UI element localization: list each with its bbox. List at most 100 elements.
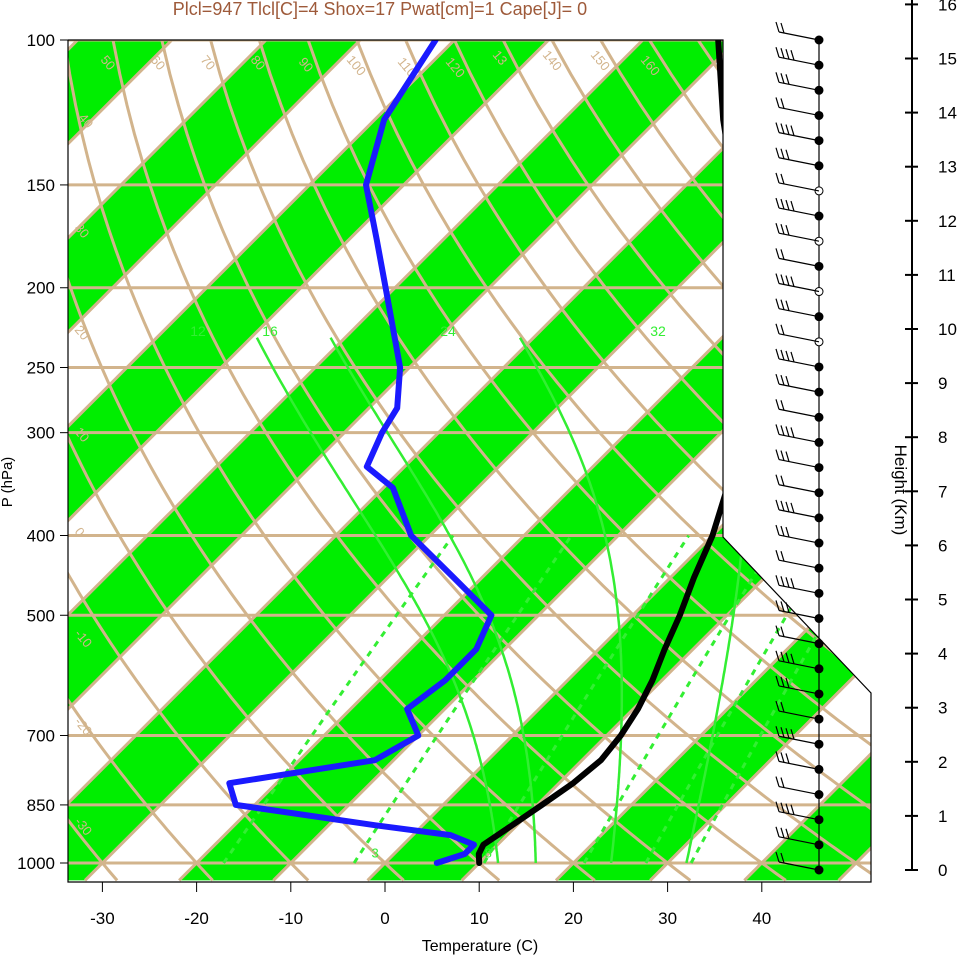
wind-barb-feather [780,274,785,285]
wind-barb [778,207,820,217]
wind-barb-feather [780,148,785,159]
wind-barb-feather [780,198,785,210]
moist-adiabat-label: 16 [262,323,278,339]
dry-adiabat-line [68,40,501,882]
pressure-tick-label: 700 [27,727,55,746]
wind-barb-feather [780,425,785,436]
wind-barb-feather [775,625,780,636]
isotherm-line [68,40,305,882]
isotherm-label: 30 [728,336,755,363]
wind-barb [778,836,820,846]
height-tick-label: 8 [938,428,947,447]
wind-barb-feather [780,576,785,587]
wind-barb [778,635,820,645]
dry-adiabat-label: 140 [540,47,565,73]
dry-adiabat-label: 0 [72,524,88,539]
wind-barb-feather [780,224,785,235]
wind-barb-feather [780,676,785,688]
pressure-tick-label: 1000 [17,854,55,873]
isotherm-line [460,40,871,882]
wind-barb-feather [775,499,780,511]
wind-barb-feather [790,49,795,61]
x-axis-label: Temperature (C) [422,938,538,955]
isotherm-line [68,40,494,882]
wind-barb-feather [780,123,785,134]
height-tick-label: 15 [938,50,957,69]
wind-barb-feather [785,225,790,236]
wind-barb-feather [780,500,785,512]
wind-barb [778,308,820,318]
wind-barb-feather [780,551,785,562]
wind-barb-feather [775,726,780,737]
wind-barb-feather [780,601,785,612]
wind-barb-feather [785,501,790,513]
wind-barb-feather [775,700,780,712]
wind-barb-feather [775,72,780,83]
wind-barb-feather [775,801,780,812]
dry-adiabat-line [152,40,787,882]
isotherm-line [649,40,871,882]
height-tick-label: 6 [938,536,947,555]
wind-barb [778,660,820,670]
isotherm-label: 10 [728,116,755,143]
wind-barb-feather [790,653,795,664]
wind-barb-feather [775,424,780,435]
mixing-ratio-label: 3 [372,846,379,861]
wind-barb [778,433,820,444]
dry-adiabat-line [294,40,871,882]
wind-barb-feather [775,46,780,58]
wind-barb [778,358,820,368]
pressure-tick-label: 850 [27,796,55,815]
height-tick-label: 1 [938,807,947,826]
wind-barb-feather [790,276,795,287]
wind-barb [778,609,820,620]
wind-barb [778,811,820,821]
wind-barb [778,509,820,519]
wind-barb [778,56,820,66]
height-tick-label: 11 [938,266,956,285]
wind-barb-feather [780,802,785,813]
wind-barb [778,584,820,594]
wind-barb [778,484,820,494]
wind-barb-feather [775,751,780,762]
wind-barb-feather [790,804,795,815]
wind-barb [778,132,820,142]
wind-barb-feather [780,173,785,185]
mixing-ratio-label: 8 [485,846,492,861]
isotherm-line [68,40,682,882]
wind-barb-feather [780,400,785,411]
wind-barb-feather [785,728,790,739]
wind-barb [778,157,820,167]
isotherm-line [178,40,871,882]
wind-barb-feather [780,249,785,260]
temperature-band [0,2,21,880]
height-tick-label: 2 [938,753,947,772]
temperature-tick-label: 30 [658,909,677,928]
wind-barb-feather [780,525,785,537]
wind-barb-feather [790,427,795,438]
isotherm-line [554,40,871,882]
wind-barb-feather [785,426,790,437]
temperature-band [179,40,871,881]
temperature-tick-label: -30 [90,909,115,928]
wind-barb-feather [780,450,785,461]
dewpoint-trace [226,40,495,866]
wind-barb-feather [780,299,785,310]
pressure-tick-label: 100 [27,31,55,50]
moist-adiabat-line [255,337,500,864]
wind-barb-feather [775,826,780,838]
wind-barb-feather [785,526,790,538]
dry-adiabat-line [436,40,871,882]
wind-barb [778,408,820,418]
moist-adiabat-label: 12 [190,323,206,339]
wind-barb-feather [775,776,780,787]
wind-barb-feather [785,350,790,362]
wind-barb-feather [780,73,785,84]
temperature-tick-label: -20 [184,909,209,928]
wind-barb-feather [775,373,780,385]
wind-barb [778,735,820,745]
pressure-tick-label: 400 [27,526,55,545]
height-tick-label: 13 [938,158,957,177]
